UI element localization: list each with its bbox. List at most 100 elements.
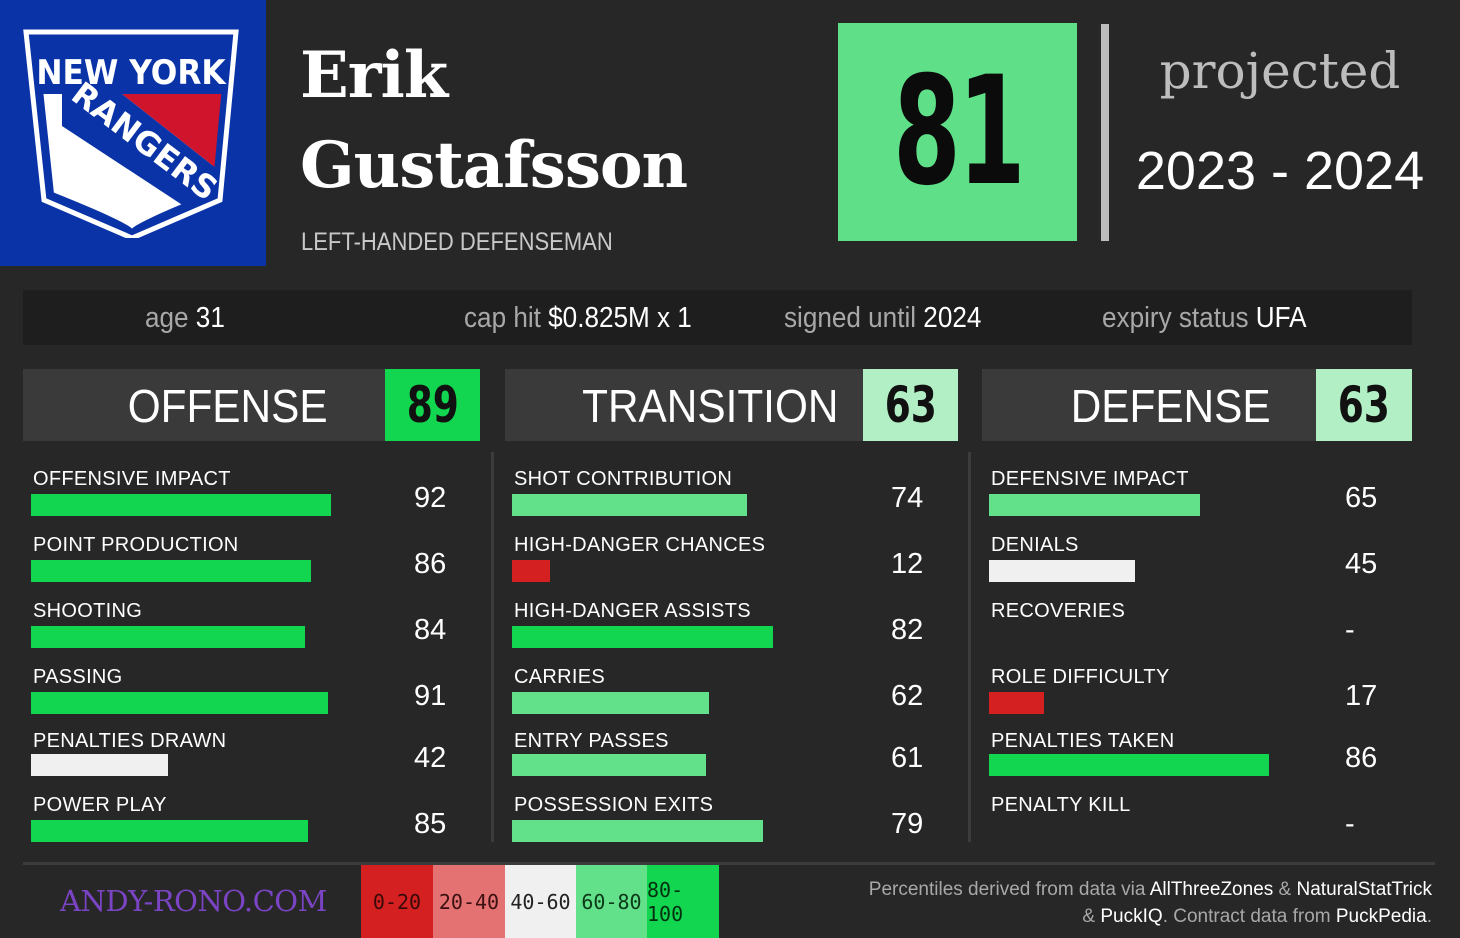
- metric-bar: [31, 494, 331, 516]
- player-last-name: Gustafsson: [300, 128, 688, 203]
- metric-value: 62: [891, 680, 924, 712]
- info-cap-hit-label: cap hit: [464, 302, 541, 334]
- info-expiry-status: expiry status UFA: [1102, 302, 1307, 335]
- metric-bar: [989, 560, 1135, 582]
- info-age-label: age: [145, 302, 189, 334]
- metric-label: SHOT CONTRIBUTION: [514, 468, 733, 490]
- metric-label: POSSESSION EXITS: [514, 794, 714, 816]
- metric-value: -: [1345, 808, 1355, 840]
- metric-bar: [512, 754, 706, 776]
- metric-label: ROLE DIFFICULTY: [991, 666, 1170, 688]
- info-signed-until: signed until 2024: [784, 302, 981, 335]
- metric-label: POWER PLAY: [33, 794, 167, 816]
- metric-label: OFFENSIVE IMPACT: [33, 468, 231, 490]
- info-age-value: 31: [195, 302, 225, 334]
- metric-value: 17: [1345, 680, 1378, 712]
- credits-line-1: Percentiles derived from data via AllThr…: [869, 876, 1432, 903]
- defense-score-box: 63: [1316, 369, 1412, 441]
- metric-value: 65: [1345, 482, 1378, 514]
- metric-bar: [31, 692, 328, 714]
- site-name: ANDY-RONO.COM: [60, 884, 327, 918]
- player-first-name: Erik: [300, 38, 448, 113]
- rangers-shield-icon: NEW YORK RANGERS: [23, 29, 239, 238]
- credits-text: .: [1426, 906, 1432, 927]
- metric-label: HIGH-DANGER CHANCES: [514, 534, 766, 556]
- metric-label: SHOOTING: [33, 600, 143, 622]
- metric-label: POINT PRODUCTION: [33, 534, 239, 556]
- column-divider: [491, 452, 494, 842]
- info-age: age 31: [145, 302, 225, 335]
- metric-bar: [512, 692, 709, 714]
- metric-value: 86: [1345, 742, 1378, 774]
- metric-bar: [512, 494, 747, 516]
- metric-value: 61: [891, 742, 924, 774]
- legend-cell: 20-40: [433, 865, 505, 938]
- credits-text: &: [1082, 906, 1101, 927]
- metric-bar: [512, 820, 763, 842]
- metric-label: RECOVERIES: [991, 600, 1126, 622]
- offense-score: 89: [406, 376, 459, 434]
- metric-bar: [512, 560, 550, 582]
- credits: Percentiles derived from data via AllThr…: [869, 876, 1432, 930]
- footer-divider: [23, 862, 1435, 865]
- defense-header: DEFENSE 63: [982, 369, 1412, 441]
- metric-value: 12: [891, 548, 924, 580]
- credits-text: Percentiles derived from data via: [868, 879, 1150, 900]
- metric-label: CARRIES: [514, 666, 606, 688]
- credits-source: NaturalStatTrick: [1296, 879, 1433, 900]
- credits-source: AllThreeZones: [1149, 879, 1274, 900]
- metric-label: HIGH-DANGER ASSISTS: [514, 600, 751, 622]
- credits-text: . Contract data from: [1162, 906, 1336, 927]
- defense-title: DEFENSE: [1070, 380, 1271, 432]
- metric-label: PASSING: [33, 666, 123, 688]
- metric-value: -: [1345, 614, 1355, 646]
- metric-value: 92: [414, 482, 447, 514]
- metric-value: 85: [414, 808, 447, 840]
- credits-source: PuckPedia: [1335, 906, 1427, 927]
- transition-score-box: 63: [863, 369, 958, 441]
- transition-score: 63: [884, 376, 937, 434]
- metric-value: 84: [414, 614, 447, 646]
- legend-label: 40-60: [510, 889, 571, 914]
- info-cap-hit: cap hit $0.825M x 1: [464, 302, 692, 335]
- metric-label: DEFENSIVE IMPACT: [991, 468, 1189, 490]
- metric-label: ENTRY PASSES: [514, 730, 669, 752]
- logo-top-text: NEW YORK: [36, 53, 227, 93]
- offense-score-box: 89: [385, 369, 480, 441]
- metric-bar: [31, 560, 311, 582]
- projected-label: projected: [1159, 42, 1401, 100]
- info-expiry-status-value: UFA: [1255, 302, 1307, 334]
- metric-value: 91: [414, 680, 447, 712]
- credits-line-2: & PuckIQ. Contract data from PuckPedia.: [869, 903, 1432, 930]
- legend-cell: 80-100: [647, 865, 719, 938]
- season-label: 2023 - 2024: [1135, 141, 1425, 201]
- offense-header: OFFENSE 89: [23, 369, 480, 441]
- metric-bar: [31, 626, 305, 648]
- legend-label: 80-100: [647, 877, 684, 926]
- info-bar: age 31 cap hit $0.825M x 1 signed until …: [23, 290, 1412, 345]
- info-signed-until-label: signed until: [784, 302, 917, 334]
- metric-value: 45: [1345, 548, 1378, 580]
- defense-score: 63: [1337, 376, 1391, 434]
- legend-cell: 0-20: [361, 865, 433, 938]
- metric-value: 82: [891, 614, 924, 646]
- header-divider: [1101, 24, 1109, 241]
- offense-title: OFFENSE: [127, 380, 328, 432]
- legend-label: 60-80: [581, 889, 642, 914]
- transition-header: TRANSITION 63: [505, 369, 958, 441]
- info-expiry-status-label: expiry status: [1102, 302, 1249, 334]
- metric-bar: [989, 692, 1044, 714]
- team-logo: NEW YORK RANGERS: [0, 0, 266, 266]
- metric-bar: [31, 820, 308, 842]
- metric-bar: [989, 494, 1200, 516]
- column-divider: [968, 452, 971, 842]
- legend-label: 20-40: [438, 889, 500, 914]
- metric-value: 42: [414, 742, 447, 774]
- transition-title: TRANSITION: [582, 380, 839, 432]
- credits-text: &: [1273, 879, 1297, 900]
- overall-score-box: 81: [838, 23, 1077, 241]
- metric-value: 79: [891, 808, 924, 840]
- overall-score: 81: [892, 45, 1025, 219]
- player-position: LEFT-HANDED DEFENSEMAN: [301, 228, 613, 256]
- metric-value: 74: [891, 482, 924, 514]
